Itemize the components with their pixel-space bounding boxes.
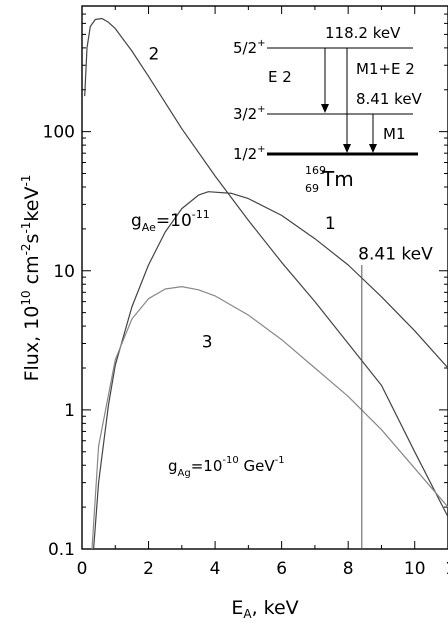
m1e2-arrowhead (343, 144, 351, 153)
x-tick-label: 2 (143, 559, 154, 579)
series-2-line (84, 17, 448, 518)
e2-arrowhead (321, 104, 329, 113)
annotation-label: 3 (202, 333, 213, 353)
y-tick-labels: 0.1 1 10 100 (43, 123, 75, 560)
gAg-label: gAg=10-10 GeV-1 (168, 455, 285, 479)
annotation-label: 8.41 keV (358, 245, 433, 265)
nucleus-symbol: Tm (321, 167, 354, 191)
nucleus-label: 169 (305, 164, 326, 177)
x-tick-label: 6 (276, 559, 287, 579)
annotation-label: 1 (325, 214, 336, 234)
energy-8-41-kev: 8.41 keV (356, 90, 423, 108)
y-axis-title: Flux, 1010 cm-2s-1keV-1 (19, 175, 43, 382)
m1-arrowhead (369, 144, 377, 153)
series-1-line (93, 191, 448, 550)
gAe-label: gAe=10-11 (131, 208, 210, 234)
transition-m1e2-label: M1+E 2 (356, 60, 415, 78)
x-tick-label: 1 (445, 559, 448, 579)
nucleus-z: 69 (305, 182, 319, 195)
x-tick-label: 8 (343, 559, 354, 579)
x-tick-labels: 0 2 4 6 8 10 1 (77, 559, 448, 579)
series-3-line (91, 286, 448, 550)
x-axis-title: EA, keV (231, 597, 298, 621)
x-tick-label: 10 (404, 559, 426, 579)
y-tick-label: 10 (53, 262, 75, 282)
spin-3-2: 3/2+ (233, 104, 266, 123)
transition-m1-label: M1 (383, 125, 406, 143)
y-tick-label: 100 (43, 123, 75, 143)
spin-1-2: 1/2+ (233, 144, 266, 163)
spin-5-2: 5/2+ (233, 38, 266, 57)
y-tick-label: 1 (64, 401, 75, 421)
transition-e2-label: E 2 (268, 68, 292, 86)
energy-118-2-kev: 118.2 keV (325, 24, 401, 42)
annotation-label: 2 (149, 45, 160, 65)
curve-annotations: 1 2 3 8.41 keV (149, 45, 434, 353)
data-series (84, 17, 448, 550)
axis-ticks (81, 6, 448, 550)
x-tick-label: 4 (210, 559, 221, 579)
x-tick-label: 0 (77, 559, 88, 579)
level-scheme-inset: 5/2+ 3/2+ 1/2+ 118.2 keV 8.41 keV E 2 M1… (233, 24, 423, 195)
y-tick-label: 0.1 (48, 540, 75, 560)
